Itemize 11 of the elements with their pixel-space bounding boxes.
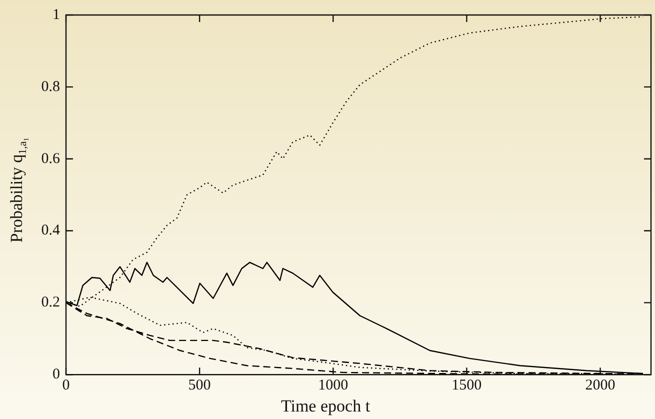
y-tick-label: 0.6 — [41, 150, 60, 167]
y-tick-label: 0 — [52, 366, 60, 383]
x-tick-label: 2000 — [585, 378, 616, 394]
y-tick-label: 0.8 — [41, 78, 60, 95]
y-tick-label: 1 — [52, 6, 60, 23]
y-tick-label: 0.4 — [41, 222, 60, 239]
x-tick-label: 1000 — [318, 378, 348, 394]
x-tick-label: 500 — [188, 378, 211, 394]
x-tick-label: 1500 — [452, 378, 482, 394]
x-axis-title: Time epoch t — [280, 396, 370, 416]
y-tick-label: 0.2 — [41, 294, 60, 311]
